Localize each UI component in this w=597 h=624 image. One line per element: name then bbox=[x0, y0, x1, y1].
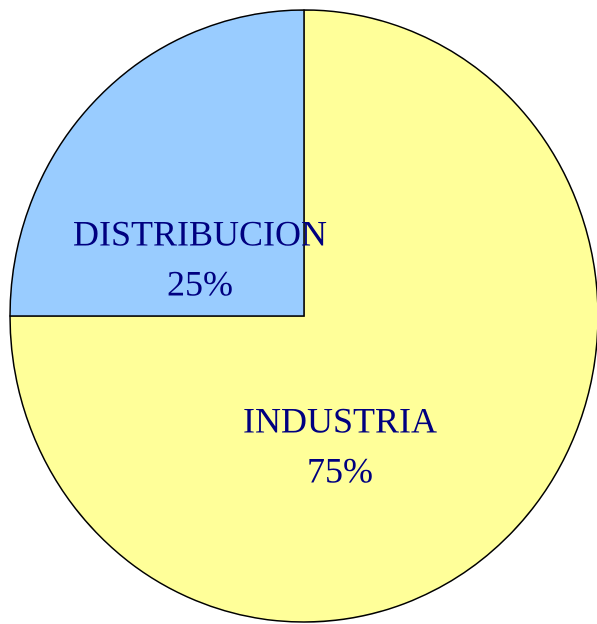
slice-value-label: 25% bbox=[167, 263, 233, 303]
slice-label: DISTRIBUCION bbox=[73, 213, 327, 253]
slice-value-label: 75% bbox=[307, 450, 373, 490]
slice-label: INDUSTRIA bbox=[243, 400, 437, 440]
pie-slice bbox=[9, 9, 305, 317]
